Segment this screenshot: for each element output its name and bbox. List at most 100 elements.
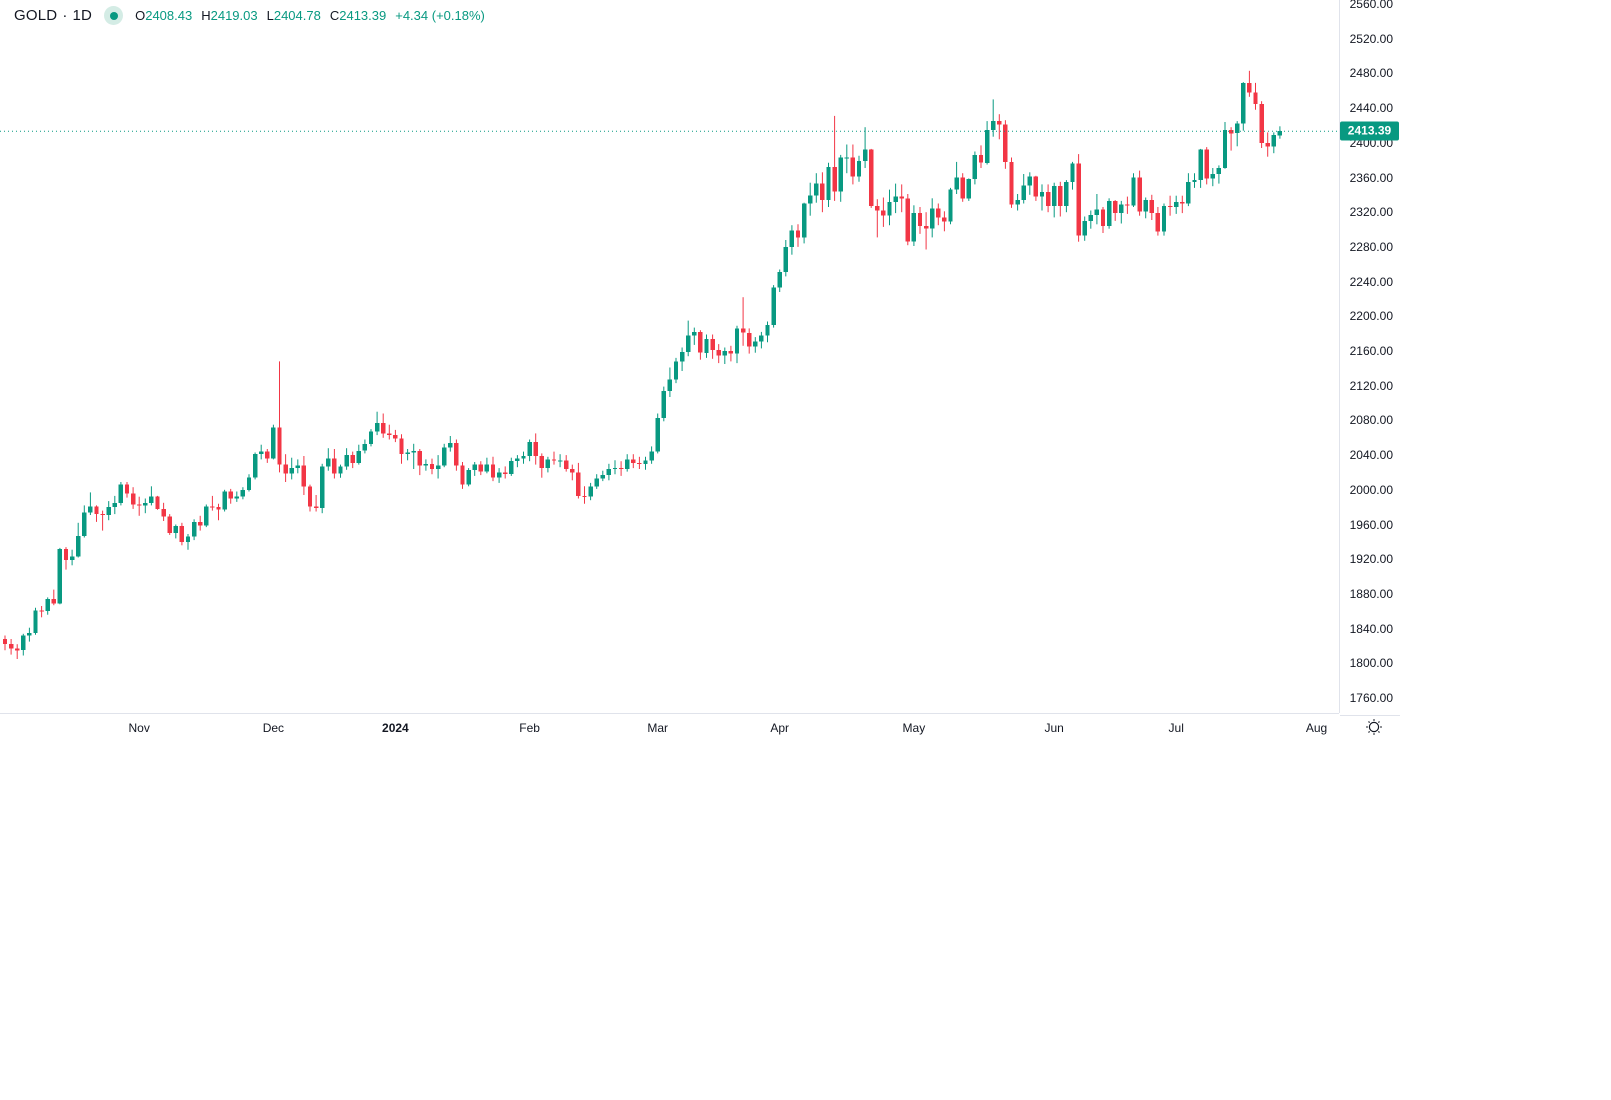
candle [283,454,288,482]
candle [1076,154,1081,242]
candle [356,444,361,465]
candle [692,327,697,345]
price-tick-label: 2120.00 [1349,378,1393,393]
candle [1235,121,1240,147]
candle [600,470,605,482]
candle [63,547,69,570]
candle [198,515,203,531]
candle [643,456,648,470]
open-value: 2408.43 [145,8,193,23]
candle [8,639,14,655]
candle [905,194,910,246]
time-tick-label: May [902,720,926,735]
candle [1106,198,1112,229]
price-tick-label: 2200.00 [1349,309,1393,324]
candle [246,474,252,492]
candle [1198,148,1203,188]
candle [1009,157,1014,208]
candle [966,178,971,201]
low-value: 2404.78 [273,8,321,23]
settings-gear-icon[interactable] [1366,719,1382,735]
candle [185,534,191,550]
candle [27,627,32,642]
candle [313,495,319,512]
candle [1094,194,1100,225]
candlestick-chart[interactable] [0,0,1339,713]
candle [710,334,715,359]
time-tick-label: Jun [1044,720,1064,735]
candle [240,487,246,500]
chart-legend: GOLD · 1D O2408.43 H2419.03 L2404.78 C24… [14,6,485,25]
candle [1265,132,1270,157]
price-axis[interactable]: 2560.00 2520.00 2480.00 2440.00 2400.00 2360.… [1339,0,1400,713]
candle [173,524,178,539]
time-axis[interactable]: Nov Dec 2024 Feb Mar Apr May Jun Jul Aug [0,714,1339,741]
candle [137,496,142,516]
candle [1253,82,1258,110]
candle [557,454,563,468]
candle [124,482,130,498]
candle [875,199,880,238]
price-tick-label: 2360.00 [1349,170,1393,185]
candle [277,361,282,473]
candle [527,439,532,462]
candle [984,121,990,165]
candle [100,510,105,531]
candle [423,459,429,471]
candle [899,184,904,213]
candle [118,482,124,506]
market-status-icon[interactable] [104,6,124,25]
candle [381,413,386,438]
candle [69,549,75,566]
price-tick-label: 2080.00 [1349,413,1393,428]
open-group: O2408.43 [135,8,192,23]
candle [94,505,99,522]
candle [454,439,459,471]
candle [155,495,160,510]
candle [15,644,20,659]
candle [753,337,758,353]
candle [344,448,349,470]
candle [301,456,307,495]
symbol-name[interactable]: GOLD [14,7,58,24]
candle [76,522,81,558]
candle [978,145,984,168]
candle [539,453,544,478]
high-value: 2419.03 [210,8,258,23]
candle [570,464,575,481]
candle [350,451,355,469]
candle [850,144,856,185]
candle [295,459,300,474]
symbol-separator: · [62,7,68,24]
candle [1052,182,1057,218]
candle [362,439,368,454]
candle [1119,200,1124,224]
candle [942,211,947,232]
candle [179,522,185,546]
time-tick-label: Apr [770,720,790,735]
candle [1131,173,1136,207]
candle [698,330,703,360]
status-dot-icon [109,11,118,20]
candle [783,240,788,277]
candle [789,225,795,255]
candle [893,183,898,214]
candle [728,345,734,362]
price-tick-label: 2000.00 [1349,482,1393,497]
candle [1186,173,1191,207]
candle [679,347,685,371]
candle [320,463,325,514]
symbol-title[interactable]: GOLD · 1D [14,7,92,24]
candle [112,495,117,515]
candle [582,486,587,504]
candle [1174,195,1179,214]
candle [1003,120,1008,169]
axis-corner [1339,714,1400,741]
candle [374,411,380,436]
candle [649,446,654,464]
high-group: H2419.03 [201,8,257,23]
candle [832,115,837,201]
candle [252,452,258,480]
time-tick-label: 2024 [382,720,409,735]
timeframe-label[interactable]: 1D [72,7,93,24]
